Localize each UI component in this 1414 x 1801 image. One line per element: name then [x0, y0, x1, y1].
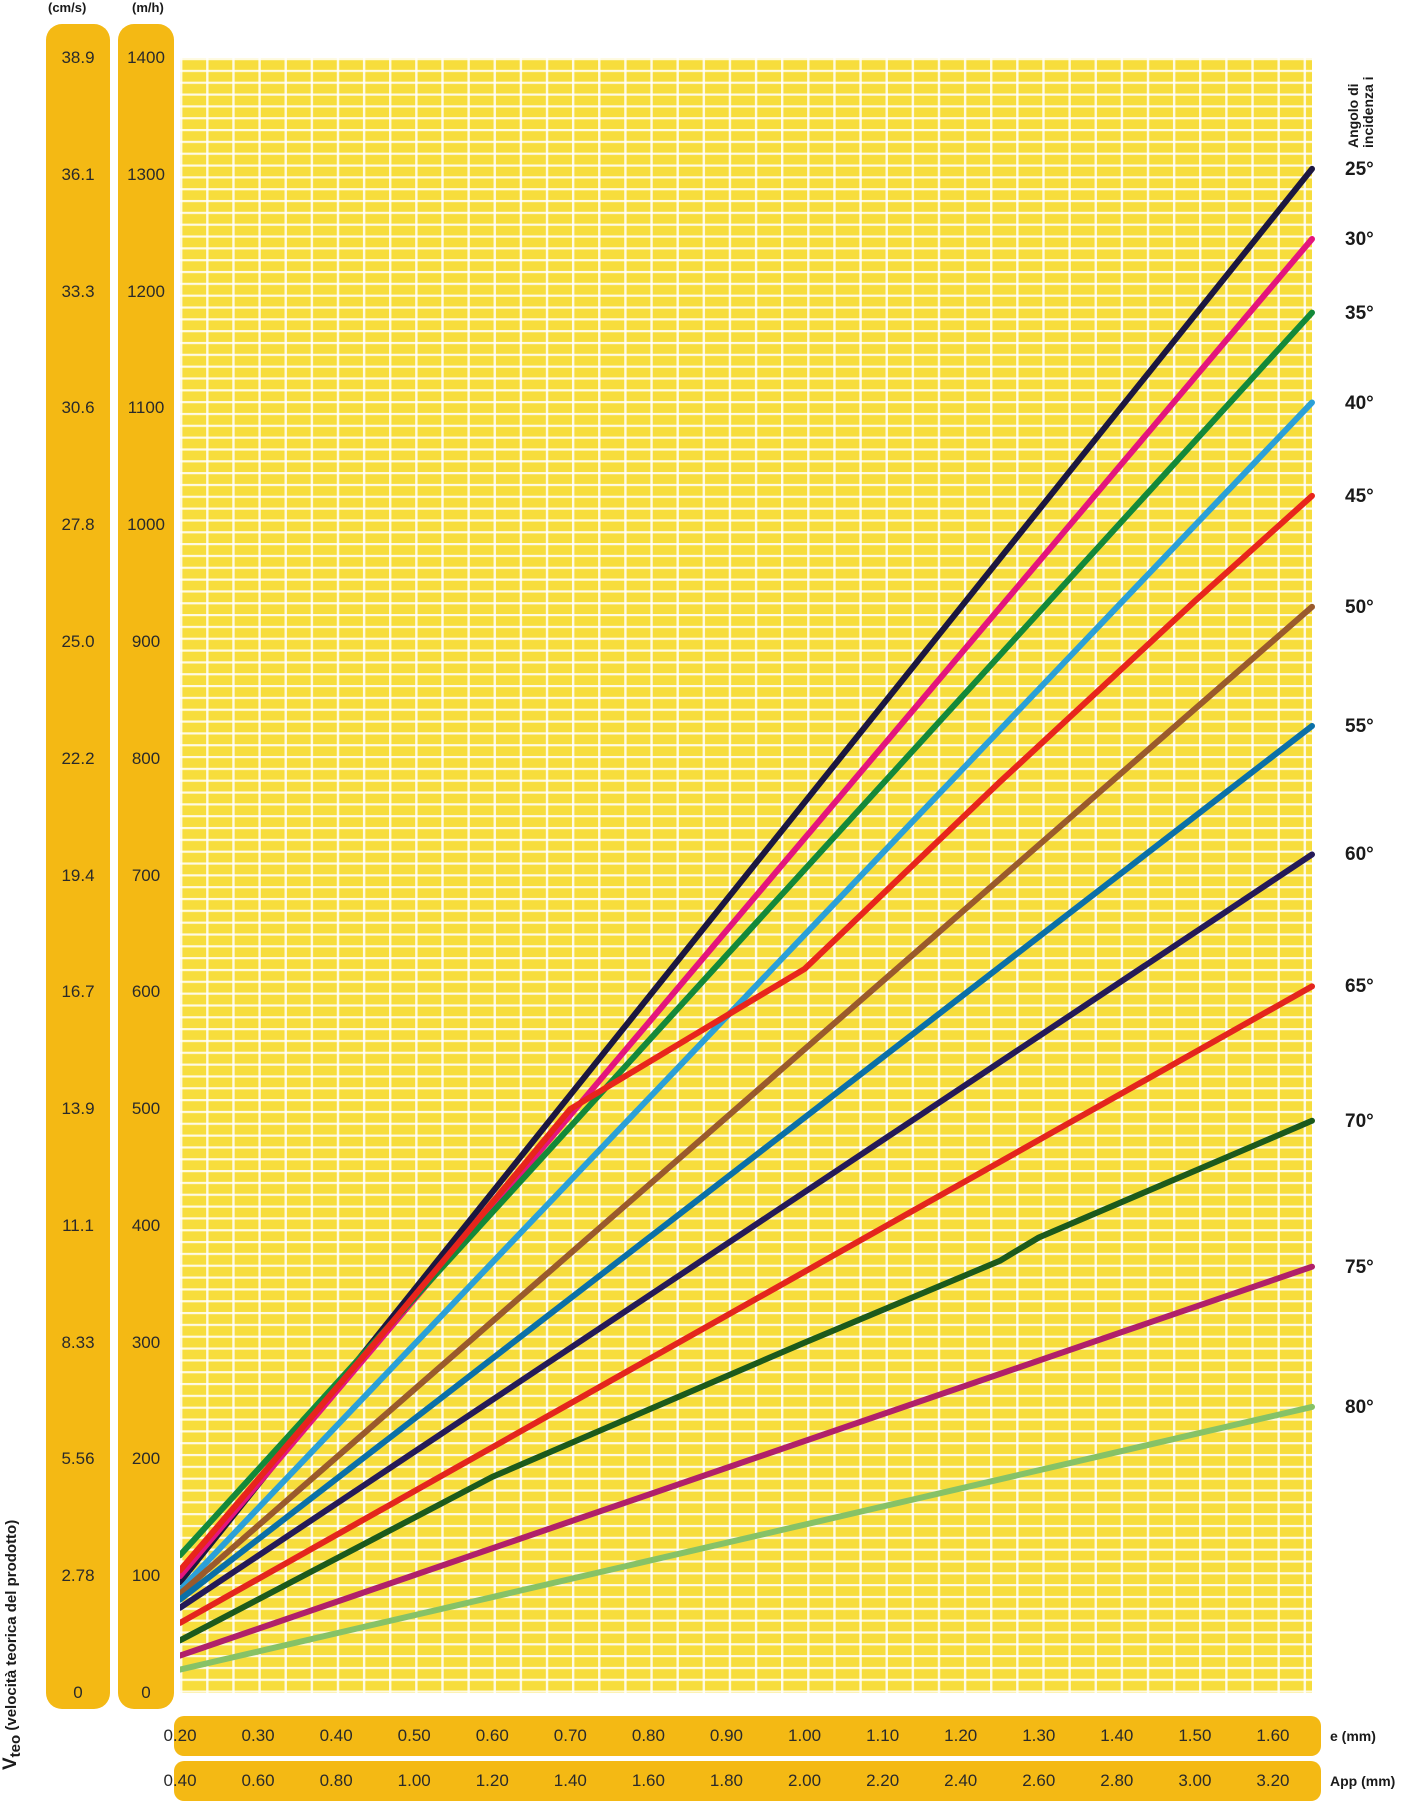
x-tick-e: 1.60 — [1256, 1726, 1290, 1745]
x-tick-e: 0.90 — [709, 1726, 744, 1745]
y-tick-mh: 700 — [131, 865, 161, 885]
x-tick-app: 2.80 — [1100, 1771, 1134, 1790]
angle-title: Angolo di incidenza i — [1345, 76, 1376, 148]
y-tick-cms: 16.7 — [61, 982, 95, 1002]
x-tick-app: 2.60 — [1022, 1771, 1056, 1790]
series-line-70deg — [180, 1117, 1315, 1644]
x-tick-app: 2.40 — [944, 1771, 978, 1790]
angle-title-line2: incidenza i — [1360, 76, 1376, 148]
y-tick-cms: 11.1 — [62, 1215, 94, 1235]
x-tick-e: 1.20 — [944, 1726, 978, 1745]
y-tick-mh: 800 — [131, 748, 161, 768]
y-tick-cms: 33.3 — [61, 281, 95, 301]
x-tick-e: 1.10 — [866, 1726, 900, 1745]
x-tick-e: 0.30 — [241, 1726, 275, 1745]
y-tick-cms: 22.2 — [61, 748, 95, 768]
x-tick-app: 1.40 — [553, 1771, 587, 1790]
series-line-65deg — [180, 983, 1315, 1626]
y-tick-cms: 27.8 — [61, 515, 95, 535]
y-tick-cms: 38.9 — [61, 48, 95, 67]
y-axis-cms-bar — [46, 24, 110, 1709]
angle-label-60deg: 60° — [1345, 844, 1374, 866]
angle-label-25deg: 25° — [1345, 158, 1374, 180]
x-axis-app-bar — [174, 1761, 1321, 1801]
y-unit-cms-label: (cm/s) — [48, 0, 87, 15]
y-title-main: V — [0, 1757, 21, 1770]
x-unit-app: App (mm) — [1330, 1773, 1396, 1789]
series-line-55deg — [180, 723, 1315, 1603]
angle-label-70deg: 70° — [1345, 1110, 1374, 1132]
y-tick-mh: 1100 — [127, 398, 165, 418]
x-tick-app: 0.80 — [319, 1771, 353, 1790]
series-line-50deg — [180, 603, 1315, 1597]
x-tick-app: 0.60 — [241, 1771, 275, 1790]
y-title-sub: teo — [7, 1734, 24, 1758]
x-tick-e: 1.30 — [1022, 1726, 1056, 1745]
y-tick-mh: 600 — [131, 982, 161, 1002]
angle-label-55deg: 55° — [1345, 716, 1374, 737]
y-tick-cms: 30.6 — [61, 398, 95, 418]
x-unit-e: e (mm) — [1330, 1728, 1376, 1744]
x-tick-app: 1.60 — [631, 1771, 665, 1790]
y-tick-mh: 400 — [131, 1215, 161, 1235]
y-tick-mh: 300 — [131, 1332, 161, 1352]
plot-area — [180, 58, 1315, 1693]
x-tick-app: 3.00 — [1178, 1771, 1212, 1790]
x-tick-app: 2.20 — [866, 1771, 900, 1790]
series-line-80deg — [180, 1403, 1315, 1673]
series-line-75deg — [180, 1263, 1315, 1659]
y-tick-mh: 0 — [141, 1683, 151, 1702]
y-tick-mh: 1200 — [127, 281, 165, 301]
y-tick-mh: 1000 — [127, 515, 165, 535]
y-tick-mh: 200 — [131, 1449, 161, 1469]
y-tick-mh: 1400 — [127, 48, 165, 67]
x-tick-e: 1.40 — [1100, 1726, 1134, 1745]
x-tick-e: 0.40 — [319, 1726, 353, 1745]
y-axis-mh-bar — [118, 24, 174, 1709]
x-tick-e: 1.50 — [1178, 1726, 1212, 1745]
angle-label-80deg: 80° — [1345, 1396, 1374, 1418]
x-tick-app: 1.80 — [709, 1771, 744, 1790]
y-tick-cms: 25.0 — [61, 631, 95, 651]
y-axis-title: Vteo (velocità teorica del prodotto) — [0, 1520, 24, 1770]
x-axis-e-bar — [174, 1716, 1321, 1756]
angle-label-45deg: 45° — [1345, 485, 1374, 507]
x-tick-app: 3.20 — [1256, 1771, 1290, 1790]
x-tick-app: 0.40 — [163, 1771, 197, 1790]
angle-label-40deg: 40° — [1345, 392, 1374, 414]
y-tick-cms: 8.33 — [61, 1332, 95, 1352]
y-tick-mh: 1300 — [127, 164, 165, 184]
y-tick-mh: 100 — [131, 1566, 161, 1586]
series-line-40deg — [180, 399, 1315, 1594]
y-tick-cms: 5.56 — [61, 1449, 95, 1469]
series-layer — [180, 165, 1315, 1673]
x-tick-e: 0.70 — [553, 1726, 587, 1745]
x-tick-app: 1.00 — [397, 1771, 431, 1790]
angle-title-line1: Angolo di — [1345, 83, 1361, 148]
y-tick-cms: 19.4 — [61, 865, 95, 885]
x-tick-e: 0.80 — [631, 1726, 665, 1745]
y-tick-cms: 36.1 — [61, 164, 95, 184]
series-line-45deg — [180, 492, 1315, 1574]
angle-label-30deg: 30° — [1345, 229, 1374, 251]
angle-label-35deg: 35° — [1345, 302, 1374, 324]
angle-label-75deg: 75° — [1345, 1256, 1374, 1278]
series-line-60deg — [180, 851, 1315, 1611]
x-tick-app: 1.20 — [475, 1771, 509, 1790]
angle-label-65deg: 65° — [1345, 976, 1374, 998]
x-tick-e: 0.60 — [475, 1726, 509, 1745]
x-tick-e: 0.50 — [397, 1726, 431, 1745]
x-tick-app: 2.00 — [788, 1771, 822, 1790]
y-tick-cms: 2.78 — [61, 1566, 95, 1586]
x-tick-e: 0.20 — [163, 1726, 197, 1745]
y-unit-mh-label: (m/h) — [132, 0, 164, 15]
y-tick-mh: 500 — [131, 1099, 161, 1119]
y-tick-mh: 900 — [131, 631, 161, 651]
angle-label-50deg: 50° — [1345, 596, 1374, 618]
y-tick-cms: 0 — [73, 1683, 83, 1702]
y-tick-cms: 13.9 — [61, 1099, 95, 1119]
y-title-rest: (velocità teorica del prodotto) — [3, 1519, 20, 1735]
x-tick-e: 1.00 — [788, 1726, 822, 1745]
